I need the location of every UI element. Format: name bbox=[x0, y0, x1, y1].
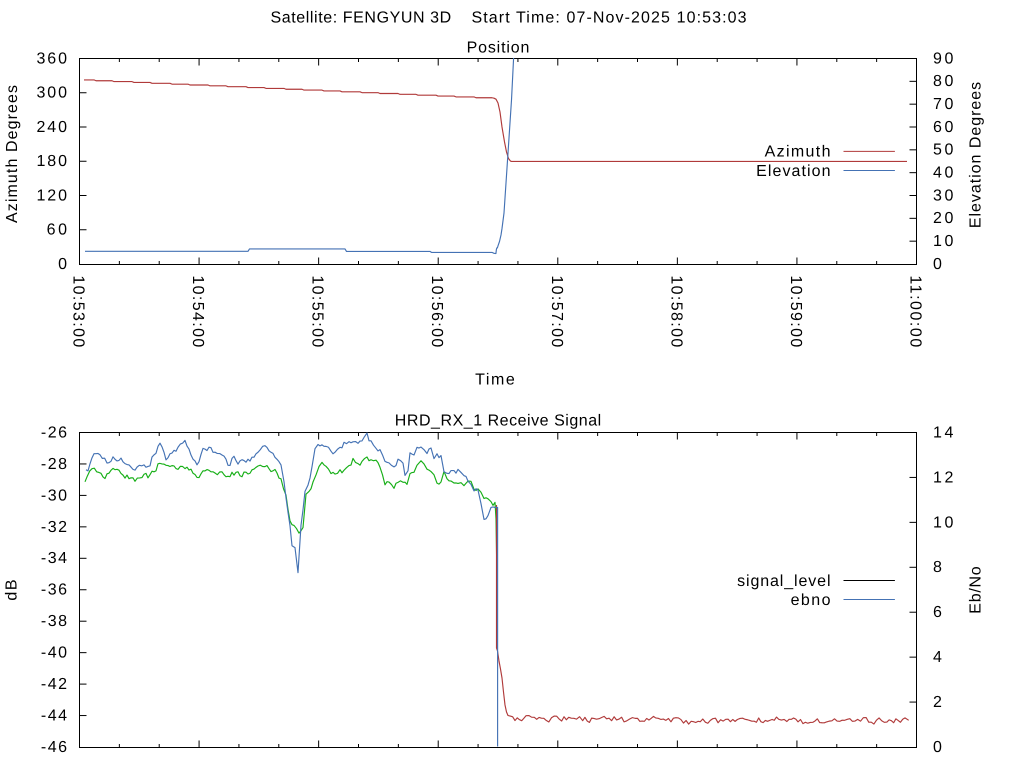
svg-text:-42: -42 bbox=[41, 676, 67, 693]
svg-text:-38: -38 bbox=[41, 613, 67, 630]
svg-text:-32: -32 bbox=[41, 519, 67, 536]
svg-text:10:55:00: 10:55:00 bbox=[309, 275, 326, 347]
svg-text:signal_level: signal_level bbox=[737, 573, 830, 590]
svg-text:Elevation Degrees: Elevation Degrees bbox=[968, 82, 985, 228]
svg-text:180: 180 bbox=[36, 153, 67, 170]
svg-text:10:54:00: 10:54:00 bbox=[189, 275, 206, 347]
svg-text:Elevation: Elevation bbox=[756, 163, 830, 180]
svg-text:Start Time: 07-Nov-2025 10:53:: Start Time: 07-Nov-2025 10:53:03 bbox=[472, 10, 747, 27]
svg-text:4: 4 bbox=[933, 649, 942, 666]
svg-text:-28: -28 bbox=[41, 456, 67, 473]
svg-text:Position: Position bbox=[467, 40, 530, 57]
svg-text:-36: -36 bbox=[41, 582, 67, 599]
svg-text:8: 8 bbox=[933, 559, 942, 576]
svg-text:dB: dB bbox=[4, 579, 21, 600]
svg-text:2: 2 bbox=[933, 694, 942, 711]
svg-text:Azimuth: Azimuth bbox=[765, 144, 831, 161]
svg-text:0: 0 bbox=[933, 739, 942, 756]
svg-text:HRD_RX_1 Receive Signal: HRD_RX_1 Receive Signal bbox=[395, 413, 601, 430]
svg-text:-34: -34 bbox=[41, 550, 67, 567]
svg-text:Satellite: FENGYUN 3D: Satellite: FENGYUN 3D bbox=[271, 10, 452, 27]
svg-text:10:59:00: 10:59:00 bbox=[787, 275, 804, 347]
svg-text:11:00:00: 11:00:00 bbox=[907, 275, 924, 347]
svg-text:10:58:00: 10:58:00 bbox=[667, 275, 684, 347]
svg-text:10:57:00: 10:57:00 bbox=[548, 275, 565, 347]
svg-text:0: 0 bbox=[933, 256, 942, 273]
svg-text:6: 6 bbox=[933, 604, 942, 621]
svg-text:Time: Time bbox=[475, 372, 515, 389]
svg-text:Azimuth Degrees: Azimuth Degrees bbox=[4, 85, 21, 223]
svg-text:240: 240 bbox=[36, 119, 67, 136]
svg-text:Eb/No: Eb/No bbox=[968, 566, 985, 614]
svg-text:10:53:00: 10:53:00 bbox=[70, 275, 87, 347]
svg-text:ebno: ebno bbox=[791, 592, 831, 609]
svg-text:360: 360 bbox=[36, 50, 67, 67]
svg-text:-26: -26 bbox=[41, 424, 67, 441]
svg-text:-44: -44 bbox=[41, 707, 67, 724]
svg-text:0: 0 bbox=[58, 256, 67, 273]
svg-text:-30: -30 bbox=[41, 487, 67, 504]
svg-text:-46: -46 bbox=[41, 739, 67, 756]
svg-text:10:56:00: 10:56:00 bbox=[428, 275, 445, 347]
svg-text:300: 300 bbox=[36, 85, 67, 102]
svg-text:-40: -40 bbox=[41, 645, 67, 662]
svg-text:120: 120 bbox=[36, 187, 67, 204]
